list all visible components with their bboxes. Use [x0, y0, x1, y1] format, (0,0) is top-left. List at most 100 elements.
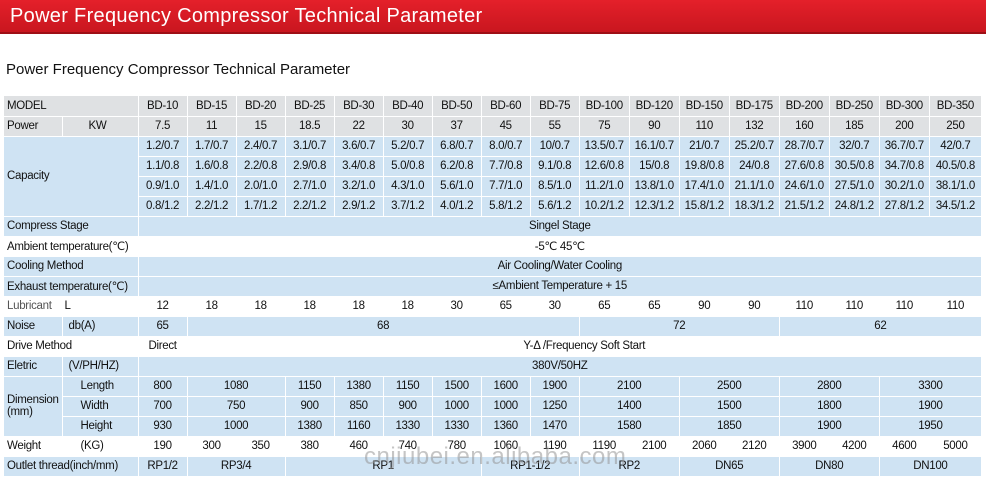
lubricant-cell: 30: [432, 296, 482, 317]
lubricant-cell: 110: [779, 296, 830, 317]
dimension-length-row: Dimension (mm) Length 800 1080 1150 1380…: [4, 376, 983, 437]
power-cell: 132: [729, 116, 780, 137]
power-cell: 11: [187, 116, 237, 137]
outlet-label: Outlet thread(inch/mm): [4, 456, 139, 477]
compress-stage-row: Compress Stage Singel Stage: [4, 216, 983, 237]
dimension-label-line1: Dimension: [7, 394, 59, 406]
width-cell: 1800: [779, 396, 880, 417]
capacity-cell: 32/0.7: [829, 136, 880, 157]
height-cell: 1160: [334, 416, 384, 437]
length-cell: 2500: [679, 376, 780, 397]
model-cell: BD-175: [729, 96, 780, 117]
capacity-cell: 27.6/0.8: [779, 156, 830, 177]
weight-cell: 4200: [829, 436, 880, 457]
page-subtitle: Power Frequency Compressor Technical Par…: [6, 61, 351, 78]
width-label: Width: [62, 396, 139, 417]
capacity-cell: 1.4/1.0: [187, 176, 237, 197]
length-cell: 800: [138, 376, 188, 397]
length-cell: 1150: [285, 376, 335, 397]
noise-cell: 72: [579, 316, 780, 337]
power-cell: 110: [679, 116, 730, 137]
capacity-cell: 16.1/0.7: [629, 136, 680, 157]
weight-unit: (KG): [62, 436, 139, 457]
model-label: MODEL: [4, 96, 139, 117]
capacity-cell: 24/0.8: [729, 156, 780, 177]
weight-cell: 780: [432, 436, 482, 457]
capacity-cell: 24.6/1.0: [779, 176, 830, 197]
width-cell: 750: [187, 396, 286, 417]
dimension-label: Dimension (mm): [4, 376, 63, 437]
capacity-cell: 2.9/0.8: [285, 156, 335, 177]
capacity-cell: 13.5/0.7: [579, 136, 630, 157]
height-cell: 1950: [879, 416, 983, 437]
capacity-cell: 0.8/1.2: [138, 196, 188, 217]
capacity-cell: 18.3/1.2: [729, 196, 780, 217]
height-cell: 930: [138, 416, 188, 437]
height-cell: 1330: [383, 416, 433, 437]
capacity-cell: 5.8/1.2: [481, 196, 531, 217]
exhaust-label: Exhaust temperature(℃): [4, 276, 139, 297]
capacity-cell: 8.5/1.0: [530, 176, 580, 197]
model-cell: BD-100: [579, 96, 630, 117]
lubricant-row: Lubricant L 12 18 18 18 18 18 30 65 30 6…: [4, 296, 983, 317]
lubricant-label: Lubricant: [4, 296, 63, 317]
height-cell: 1900: [779, 416, 880, 437]
power-cell: 90: [629, 116, 680, 137]
capacity-cell: 15/0.8: [629, 156, 680, 177]
model-cell: BD-30: [334, 96, 384, 117]
power-cell: 22: [334, 116, 384, 137]
capacity-cell: 28.7/0.7: [779, 136, 830, 157]
model-cell: BD-300: [879, 96, 930, 117]
capacity-cell: 3.4/0.8: [334, 156, 384, 177]
eletric-value: 380V/50HZ: [138, 356, 983, 377]
model-cell: BD-15: [187, 96, 237, 117]
capacity-cell: 11.2/1.0: [579, 176, 630, 197]
width-cell: 1900: [879, 396, 983, 417]
power-cell: 160: [779, 116, 830, 137]
lubricant-cell: 110: [879, 296, 930, 317]
capacity-cell: 27.5/1.0: [829, 176, 880, 197]
width-cell: 1400: [579, 396, 680, 417]
lubricant-cell: 18: [236, 296, 286, 317]
capacity-label: Capacity: [4, 136, 139, 217]
capacity-row: 0.8/1.2 2.2/1.2 1.7/1.2 2.2/1.2 2.9/1.2 …: [4, 196, 983, 217]
capacity-cell: 2.2/1.2: [187, 196, 237, 217]
dimension-width-row: Width 700 750 900 850 900 1000 1000 1250…: [4, 396, 983, 417]
lubricant-cell: 90: [729, 296, 780, 317]
lubricant-cell: 65: [629, 296, 680, 317]
drive-row: Drive Method Direct Y-Δ /Frequency Soft …: [4, 336, 983, 357]
power-cell: 55: [530, 116, 580, 137]
weight-cell: 5000: [929, 436, 983, 457]
capacity-cell: 5.2/0.7: [383, 136, 433, 157]
capacity-cell: 10.2/1.2: [579, 196, 630, 217]
dimension-height-row: Height 930 1000 1380 1160 1330 1330 1360…: [4, 416, 983, 437]
capacity-cell: 8.0/0.7: [481, 136, 531, 157]
power-cell: 250: [929, 116, 983, 137]
weight-label: Weight: [4, 436, 63, 457]
power-cell: 185: [829, 116, 880, 137]
model-cell: BD-120: [629, 96, 680, 117]
height-cell: 1330: [432, 416, 482, 437]
weight-cell: 1190: [530, 436, 580, 457]
lubricant-cell: 18: [187, 296, 237, 317]
capacity-cell: 42/0.7: [929, 136, 983, 157]
ambient-row: Ambient temperature(℃) -5℃ 45℃: [4, 236, 983, 257]
weight-cell: 460: [334, 436, 384, 457]
noise-cell: 68: [187, 316, 580, 337]
weight-cell: 1060: [481, 436, 531, 457]
length-cell: 2800: [779, 376, 880, 397]
drive-rest-value: Y-Δ /Frequency Soft Start: [187, 336, 983, 357]
noise-cell: 65: [138, 316, 188, 337]
weight-cell: 2120: [729, 436, 780, 457]
height-cell: 1470: [530, 416, 580, 437]
power-cell: 75: [579, 116, 630, 137]
height-cell: 1360: [481, 416, 531, 437]
power-cell: 15: [236, 116, 286, 137]
width-cell: 1250: [530, 396, 580, 417]
noise-row: Noise db(A) 65 68 72 62: [4, 316, 983, 337]
cooling-value: Air Cooling/Water Cooling: [138, 256, 983, 277]
lubricant-cell: 65: [481, 296, 531, 317]
capacity-cell: 5.0/0.8: [383, 156, 433, 177]
capacity-cell: 27.8/1.2: [879, 196, 930, 217]
weight-cell: 380: [285, 436, 335, 457]
